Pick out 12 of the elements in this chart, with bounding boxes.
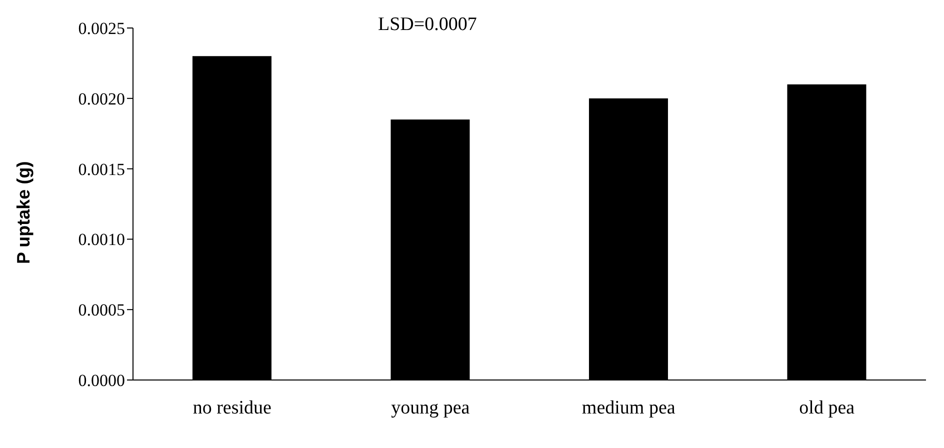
annotation: LSD=0.0007 xyxy=(378,14,477,36)
x-tick-label: young pea xyxy=(391,397,470,418)
x-tick-label: old pea xyxy=(799,397,856,418)
y-axis-title: P uptake (g) xyxy=(13,161,34,264)
x-tick-label: no residue xyxy=(192,397,272,418)
y-tick-label: 0.0000 xyxy=(78,371,125,390)
y-tick-label: 0.0010 xyxy=(78,230,125,250)
x-tick-label: medium pea xyxy=(582,397,676,418)
y-tick-label: 0.0005 xyxy=(78,300,125,320)
y-tick-label: 0.0025 xyxy=(78,19,125,38)
y-tick-label: 0.0020 xyxy=(78,89,125,108)
y-tick-label: 0.0015 xyxy=(78,160,125,179)
